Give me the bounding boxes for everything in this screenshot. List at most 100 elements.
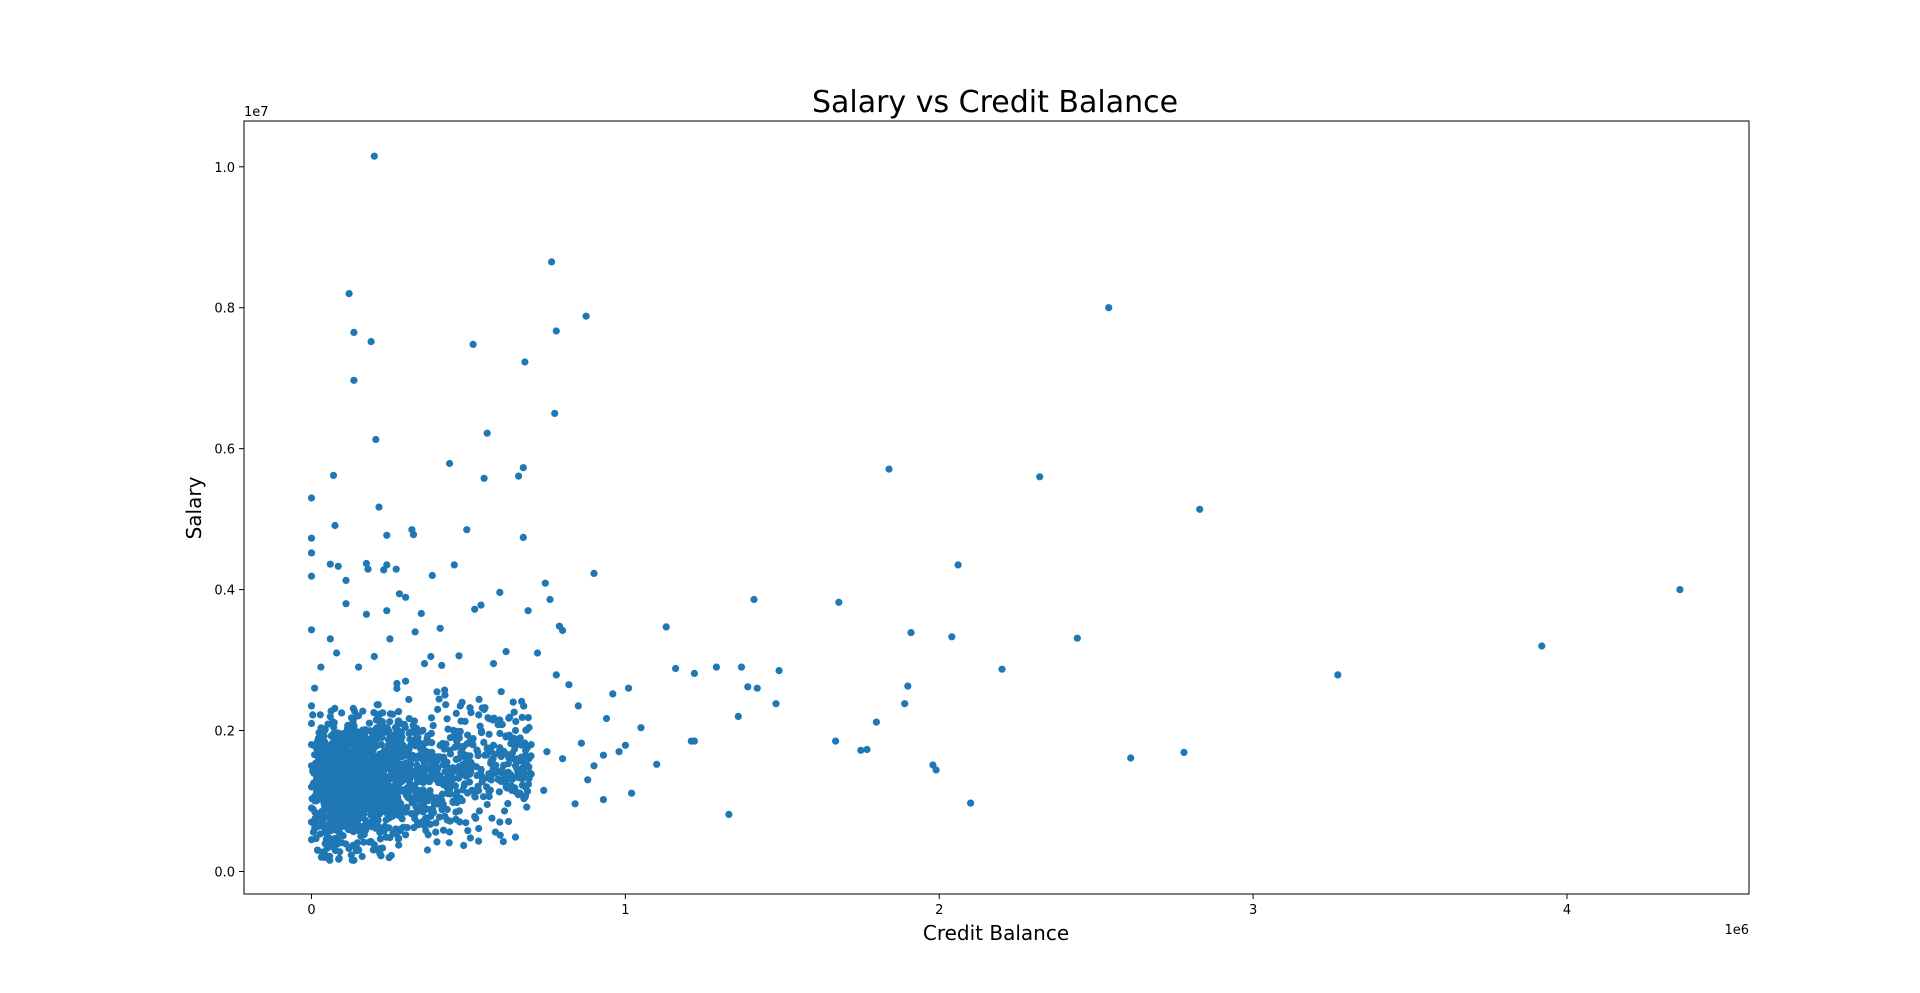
data-point <box>462 819 470 827</box>
data-point <box>514 791 523 799</box>
data-point <box>514 768 522 776</box>
data-point <box>322 793 330 801</box>
data-point <box>552 327 560 335</box>
data-point <box>402 593 410 601</box>
data-point <box>355 729 363 737</box>
data-point <box>438 790 446 798</box>
data-point <box>494 775 502 784</box>
data-point <box>527 770 535 778</box>
data-point <box>475 837 483 845</box>
data-point <box>336 832 344 840</box>
data-point <box>461 766 469 774</box>
data-point <box>322 835 330 843</box>
y-tick-label: 0.0 <box>214 865 235 880</box>
data-point <box>386 710 394 718</box>
data-point <box>379 709 387 717</box>
data-point <box>904 682 912 690</box>
data-point <box>463 526 471 534</box>
data-point <box>395 841 403 849</box>
data-point <box>489 741 498 749</box>
data-point <box>495 788 503 796</box>
x-tick-label: 0 <box>307 903 315 918</box>
data-point <box>347 777 355 785</box>
data-point <box>471 793 479 801</box>
data-point <box>429 808 438 817</box>
data-point <box>357 832 365 840</box>
data-point <box>500 761 508 769</box>
data-point <box>376 835 384 843</box>
data-point <box>355 780 363 789</box>
x-axis-offset-label: 1e6 <box>1724 923 1749 938</box>
data-point <box>599 796 608 804</box>
data-point <box>480 738 488 747</box>
x-axis-ticks: 0 1 2 3 4 <box>307 894 1571 918</box>
data-point <box>403 784 411 792</box>
data-point <box>1334 671 1342 679</box>
data-point <box>336 848 344 856</box>
data-point <box>326 777 334 786</box>
data-point <box>520 773 528 782</box>
data-point <box>323 830 331 838</box>
data-point <box>428 571 436 580</box>
data-point <box>901 700 909 708</box>
data-point <box>517 741 525 749</box>
data-point <box>464 731 472 739</box>
data-point <box>857 746 865 754</box>
data-point <box>371 757 379 765</box>
data-point <box>471 605 479 613</box>
data-point <box>375 716 383 724</box>
data-point <box>725 810 733 819</box>
data-point <box>350 722 358 730</box>
data-point <box>489 660 498 668</box>
data-point <box>365 719 373 727</box>
data-point <box>491 750 499 759</box>
data-point <box>446 459 454 468</box>
data-point <box>458 797 466 805</box>
data-point <box>967 799 975 807</box>
data-point <box>357 823 365 831</box>
data-point <box>498 767 506 776</box>
data-point <box>476 722 484 730</box>
data-point <box>369 744 377 752</box>
data-point <box>464 827 472 835</box>
y-tick-label: 0.2 <box>214 725 235 740</box>
y-axis-offset-label: 1e7 <box>244 105 269 120</box>
data-point <box>571 800 579 808</box>
data-point <box>505 817 513 826</box>
data-point <box>486 786 494 794</box>
data-point <box>492 761 500 769</box>
data-point <box>863 745 871 754</box>
data-point <box>907 629 915 637</box>
data-point <box>320 822 328 830</box>
data-point <box>380 566 388 574</box>
data-point <box>521 358 529 366</box>
data-point <box>432 828 440 836</box>
data-point <box>316 711 324 719</box>
data-point <box>381 723 389 732</box>
data-point <box>1073 634 1081 642</box>
data-point <box>374 765 382 773</box>
data-point <box>438 661 446 670</box>
chart-title: Salary vs Credit Balance <box>812 85 1178 120</box>
data-point <box>475 807 483 815</box>
data-point <box>491 828 499 836</box>
data-point <box>462 756 470 764</box>
data-point <box>350 328 358 336</box>
data-point <box>382 774 390 783</box>
data-point <box>343 769 351 777</box>
data-point <box>331 521 339 530</box>
data-point <box>452 709 460 718</box>
data-point <box>402 805 410 814</box>
data-point <box>370 709 378 717</box>
data-point <box>360 763 368 771</box>
data-point <box>551 409 559 417</box>
data-point <box>371 806 379 814</box>
data-point <box>450 561 458 569</box>
data-point <box>1196 505 1204 513</box>
data-point <box>507 740 515 748</box>
y-axis-label: Salary <box>182 476 206 539</box>
data-point <box>336 816 344 824</box>
data-point <box>468 762 476 771</box>
data-point <box>355 846 363 854</box>
data-point <box>367 338 375 346</box>
